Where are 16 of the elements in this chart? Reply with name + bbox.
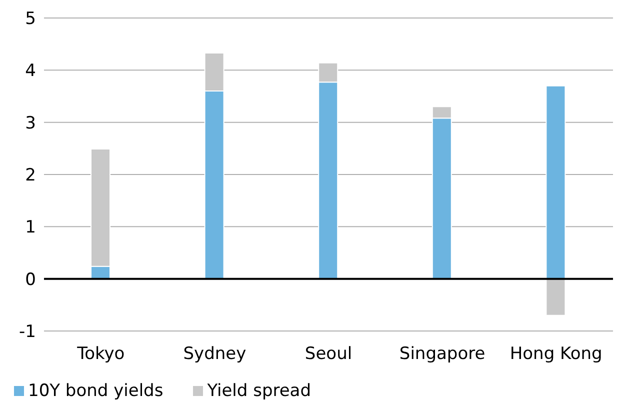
y-tick-label: 0 <box>25 270 36 290</box>
bar <box>546 278 566 316</box>
y-tick-label: 3 <box>25 113 36 134</box>
y-tick-label: -1 <box>19 322 36 342</box>
y-tick-label: 1 <box>25 218 36 238</box>
bar <box>546 85 566 280</box>
x-tick-label: Hong Kong <box>510 344 602 364</box>
x-tick-label: Sydney <box>183 344 246 364</box>
legend-label: Yield spread <box>207 381 312 401</box>
y-tick-label: 5 <box>25 9 36 30</box>
x-tick-label: Seoul <box>304 344 352 364</box>
legend-label: 10Y bond yields <box>28 381 164 401</box>
x-tick-label: Singapore <box>399 344 486 364</box>
x-tick-label: Tokyo <box>76 344 125 364</box>
y-tick-label: 2 <box>25 166 36 186</box>
y-tick-label: 4 <box>25 61 36 82</box>
